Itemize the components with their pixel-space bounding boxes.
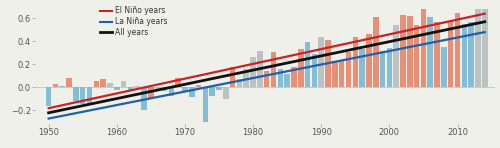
Bar — [121, 81, 126, 87]
Bar — [380, 51, 386, 87]
Bar — [86, 87, 92, 105]
Bar — [250, 57, 256, 87]
Bar — [189, 87, 194, 97]
Bar — [107, 83, 113, 87]
Bar — [202, 87, 208, 122]
Bar — [278, 69, 283, 87]
Bar — [216, 87, 222, 90]
Bar — [176, 78, 181, 87]
Bar — [80, 87, 86, 104]
Bar — [305, 42, 310, 87]
Bar — [210, 87, 215, 95]
Bar — [114, 87, 119, 90]
Bar — [318, 37, 324, 87]
Bar — [332, 61, 338, 87]
Bar — [298, 49, 304, 87]
Bar — [373, 17, 378, 87]
Bar — [73, 87, 78, 101]
Bar — [366, 34, 372, 87]
Bar — [312, 54, 317, 87]
Bar — [162, 87, 168, 91]
Bar — [482, 9, 488, 87]
Bar — [141, 87, 147, 111]
Bar — [346, 52, 352, 87]
Bar — [454, 13, 460, 87]
Legend: El Niño years, La Niña years, All years: El Niño years, La Niña years, All years — [97, 3, 171, 40]
Bar — [428, 17, 433, 87]
Bar — [407, 16, 412, 87]
Bar — [60, 86, 65, 87]
Bar — [155, 87, 160, 91]
Bar — [270, 52, 276, 87]
Bar — [223, 87, 228, 99]
Bar — [264, 71, 270, 87]
Bar — [128, 87, 133, 90]
Bar — [360, 49, 365, 87]
Bar — [257, 51, 262, 87]
Bar — [400, 15, 406, 87]
Bar — [352, 37, 358, 87]
Bar — [291, 67, 297, 87]
Bar — [236, 79, 242, 87]
Bar — [468, 22, 474, 87]
Bar — [284, 74, 290, 87]
Bar — [52, 84, 58, 87]
Bar — [148, 87, 154, 99]
Bar — [414, 25, 420, 87]
Bar — [134, 86, 140, 87]
Bar — [46, 87, 52, 106]
Bar — [475, 9, 481, 87]
Bar — [168, 87, 174, 95]
Bar — [441, 47, 446, 87]
Bar — [434, 22, 440, 87]
Bar — [66, 78, 72, 87]
Bar — [325, 40, 331, 87]
Bar — [462, 24, 467, 87]
Bar — [196, 85, 202, 87]
Bar — [386, 48, 392, 87]
Bar — [448, 21, 454, 87]
Bar — [394, 25, 399, 87]
Bar — [100, 79, 106, 87]
Bar — [182, 87, 188, 91]
Bar — [94, 81, 99, 87]
Bar — [420, 9, 426, 87]
Bar — [244, 69, 249, 87]
Bar — [339, 60, 344, 87]
Bar — [230, 67, 235, 87]
